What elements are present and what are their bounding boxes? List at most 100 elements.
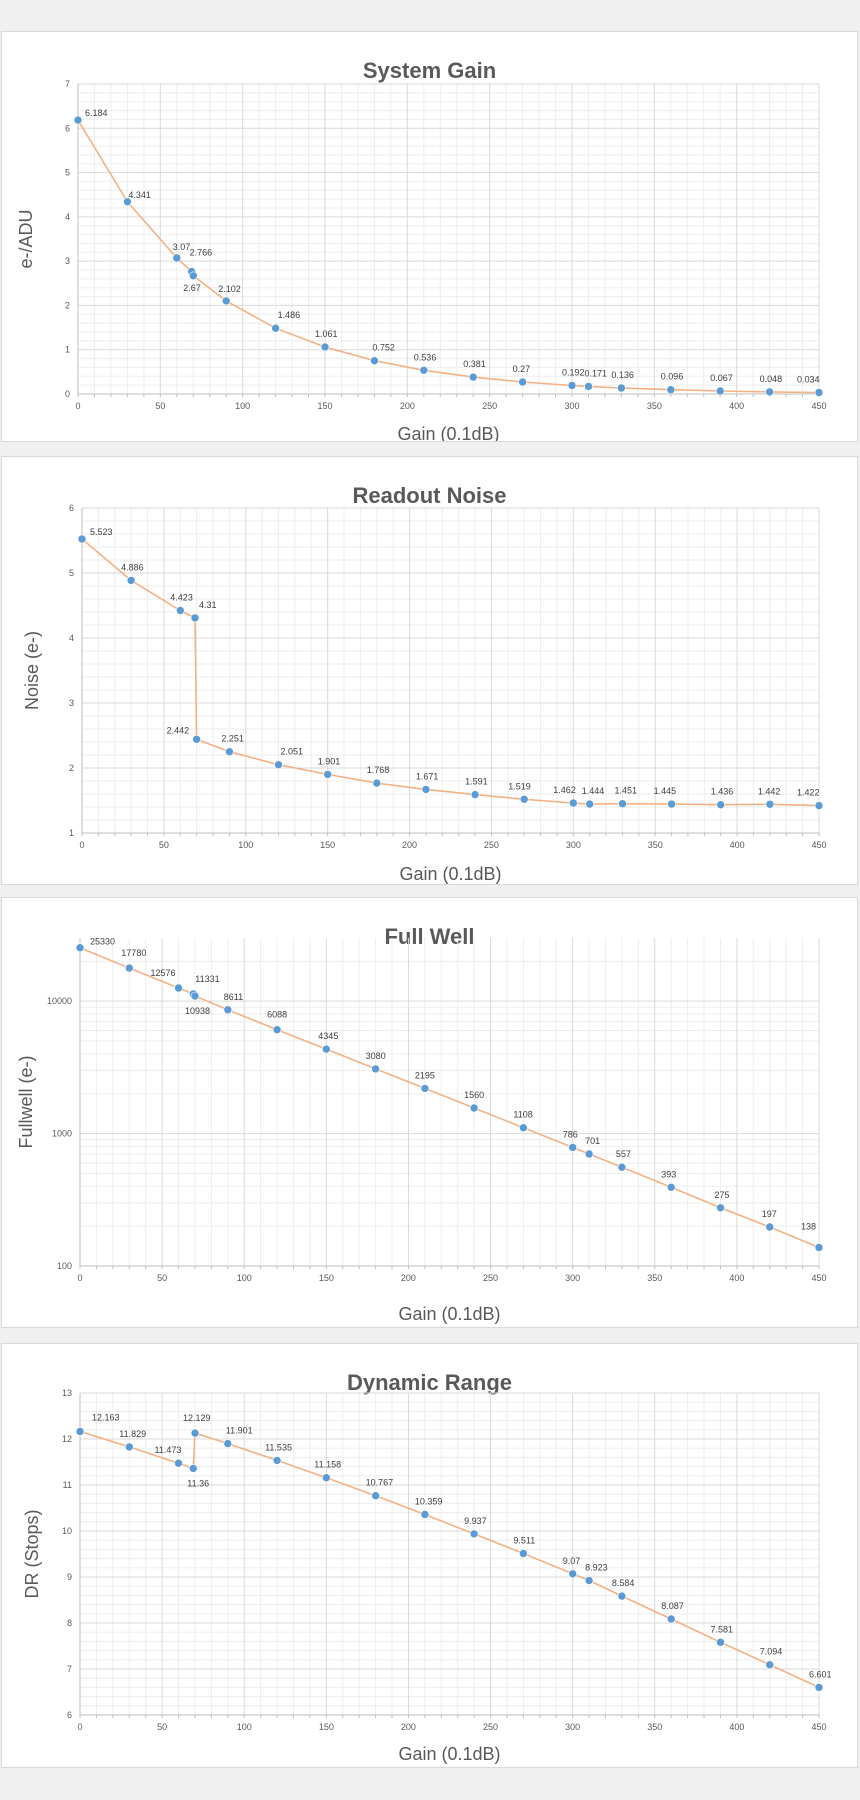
data-label: 11.535	[265, 1442, 292, 1452]
y-tick-label: 6	[67, 1710, 72, 1720]
x-tick-label: 0	[77, 1273, 82, 1283]
x-tick-label: 400	[729, 401, 744, 411]
data-label: 4.341	[128, 190, 151, 200]
data-label: 1.451	[615, 786, 638, 796]
y-tick-label: 5	[65, 168, 70, 178]
data-point	[174, 983, 183, 993]
data-point	[470, 790, 480, 799]
x-tick-label: 300	[565, 1273, 580, 1283]
x-tick-label: 100	[237, 1722, 252, 1732]
data-label: 1.462	[553, 785, 576, 795]
x-tick-label: 100	[237, 1273, 252, 1283]
y-axis-label: e-/ADU	[16, 209, 36, 268]
data-label: 0.381	[463, 359, 486, 369]
data-label: 1.445	[654, 786, 677, 796]
data-point	[420, 1510, 430, 1519]
x-axis-label: Gain (0.1dB)	[398, 1744, 500, 1764]
chart-title: Readout Noise	[352, 483, 506, 508]
x-tick-label: 50	[157, 1722, 167, 1732]
y-tick-label: 7	[65, 79, 70, 89]
data-point	[716, 1203, 725, 1213]
data-point	[617, 1162, 627, 1172]
x-tick-label: 250	[483, 1273, 498, 1283]
data-label: 1560	[464, 1090, 484, 1100]
data-point	[585, 799, 595, 809]
data-point	[666, 1614, 676, 1624]
data-label: 1.901	[318, 756, 341, 766]
data-point	[126, 576, 136, 585]
dynamic-range-chart: Dynamic Range 0 50 100 150 200 250 300 350 400 450…	[22, 1370, 832, 1764]
y-tick-label: 3	[65, 256, 70, 266]
x-tick-label: 350	[647, 1722, 662, 1732]
data-point	[584, 1149, 594, 1159]
data-label: 17780	[121, 948, 146, 958]
data-point	[469, 1103, 479, 1113]
x-tick-label: 150	[320, 840, 335, 850]
x-tick-label: 250	[482, 401, 497, 411]
data-point	[814, 1243, 824, 1252]
data-point	[272, 1456, 282, 1465]
data-point	[765, 1660, 775, 1670]
data-point	[617, 383, 626, 393]
data-label: 786	[563, 1129, 578, 1139]
readout-noise-chart: Readout Noise 0 50 100 150 200 250 300 350 400 450…	[22, 483, 827, 884]
data-label: 10938	[185, 1006, 210, 1016]
data-label: 3080	[366, 1051, 386, 1061]
data-point	[189, 271, 198, 281]
data-label: 6.184	[85, 108, 108, 118]
data-label: 1.486	[278, 310, 301, 320]
data-label: 11331	[195, 974, 219, 984]
data-label: 10.767	[366, 1478, 394, 1488]
data-point	[320, 342, 330, 352]
grid-major	[81, 507, 820, 834]
data-point	[372, 778, 382, 788]
data-point	[716, 1637, 725, 1647]
y-tick-label: 13	[62, 1388, 72, 1398]
data-label: 0.136	[611, 370, 634, 380]
data-label: 138	[801, 1222, 816, 1232]
grid-minor	[80, 938, 819, 1266]
data-point	[370, 356, 379, 366]
data-point	[190, 1428, 200, 1438]
data-label: 11.473	[155, 1445, 182, 1455]
full-well-chart: Full Well 0 50 100 150 200 250 300 350 400 450 100 1…	[16, 924, 827, 1324]
data-point	[567, 381, 577, 390]
data-point	[223, 1439, 233, 1448]
x-tick-label: 50	[157, 1273, 167, 1283]
data-point	[765, 387, 774, 397]
data-label: 1108	[513, 1110, 532, 1120]
x-tick-label: 150	[319, 1273, 334, 1283]
data-label: 6.601	[809, 1669, 832, 1679]
x-axis-label: Gain (0.1dB)	[399, 864, 501, 884]
data-label: 4.423	[170, 593, 193, 603]
x-tick-label: 200	[402, 840, 417, 850]
data-point	[419, 365, 429, 375]
data-point	[519, 794, 529, 804]
data-label: 1.671	[416, 771, 439, 781]
data-point	[272, 1025, 282, 1034]
y-tick-label: 12	[62, 1434, 72, 1444]
data-point	[715, 386, 725, 396]
data-label: 12.163	[92, 1413, 120, 1423]
data-label: 8.584	[612, 1578, 635, 1588]
data-label: 10.359	[415, 1497, 443, 1507]
data-point	[371, 1491, 380, 1500]
data-label: 11.829	[119, 1429, 146, 1439]
data-label: 1.061	[315, 329, 338, 339]
data-label: 2.051	[281, 747, 304, 757]
x-tick-label: 200	[401, 1722, 416, 1732]
data-label: 1.442	[758, 786, 781, 796]
data-point	[75, 1427, 85, 1436]
data-point	[174, 1458, 183, 1468]
data-label: 1.444	[582, 786, 605, 796]
x-tick-label: 300	[564, 401, 579, 411]
data-label: 557	[616, 1149, 631, 1159]
x-tick-label: 200	[400, 401, 415, 411]
x-tick-label: 0	[77, 1722, 82, 1732]
data-label: 11.158	[314, 1460, 341, 1470]
data-point	[814, 388, 824, 397]
y-tick-label: 4	[69, 633, 74, 643]
data-point	[568, 798, 578, 808]
data-point	[420, 1084, 430, 1093]
grid-major	[77, 83, 820, 395]
